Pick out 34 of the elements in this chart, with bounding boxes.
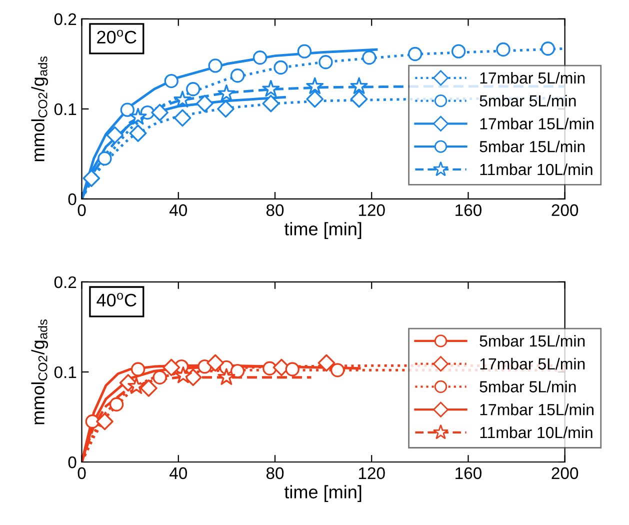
y-axis-title: mmol$_{CO2}$/g$_{ads}$ — [31, 319, 48, 424]
x-tick-label: 200 — [552, 467, 578, 480]
x-axis-title: time [min] — [284, 222, 362, 239]
legend-label: 5mbar 5L/min — [480, 380, 576, 392]
annotation: 40$^{o}$C — [96, 292, 136, 307]
legend-label: 5mbar 5L/min — [480, 94, 576, 107]
y-tick-label: 0.1 — [54, 366, 76, 378]
legend-label: 5mbar 15L/min — [480, 140, 585, 152]
x-tick-label: 160 — [456, 204, 482, 216]
legend-label: 17mbar 5L/min — [480, 72, 585, 84]
legend-label: 17mbar 15L/min — [480, 118, 594, 130]
x-tick-label: 40 — [170, 204, 188, 216]
y-tick-label: 0.2 — [54, 13, 76, 26]
x-axis-title: time [min] — [284, 485, 362, 502]
x-tick-label: 0 — [78, 204, 86, 216]
y-tick-label: 0 — [68, 193, 76, 206]
x-tick-label: 120 — [358, 204, 385, 216]
legend-label: 17mbar 5L/min — [480, 358, 585, 370]
x-tick-label: 0 — [78, 467, 86, 480]
legend-label: 5mbar 15L/min — [480, 334, 585, 347]
legend-label: 11mbar 10L/min — [480, 163, 592, 176]
y-axis-title: mmol$_{CO2}$/g$_{ads}$ — [31, 56, 48, 162]
annotation: 20$^{o}$C — [97, 30, 136, 44]
x-tick-label: 80 — [266, 204, 284, 216]
legend-label: 17mbar 15L/min — [480, 404, 594, 416]
y-tick-label: 0.2 — [54, 276, 76, 288]
x-tick-label: 200 — [552, 204, 578, 216]
x-tick-label: 120 — [358, 467, 385, 480]
x-tick-label: 160 — [456, 467, 482, 480]
x-tick-label: 40 — [170, 467, 188, 480]
x-tick-label: 80 — [266, 467, 284, 480]
y-tick-label: 0.1 — [54, 103, 76, 116]
legend-label: 11mbar 10L/min — [480, 426, 592, 438]
y-tick-label: 0 — [68, 456, 76, 468]
